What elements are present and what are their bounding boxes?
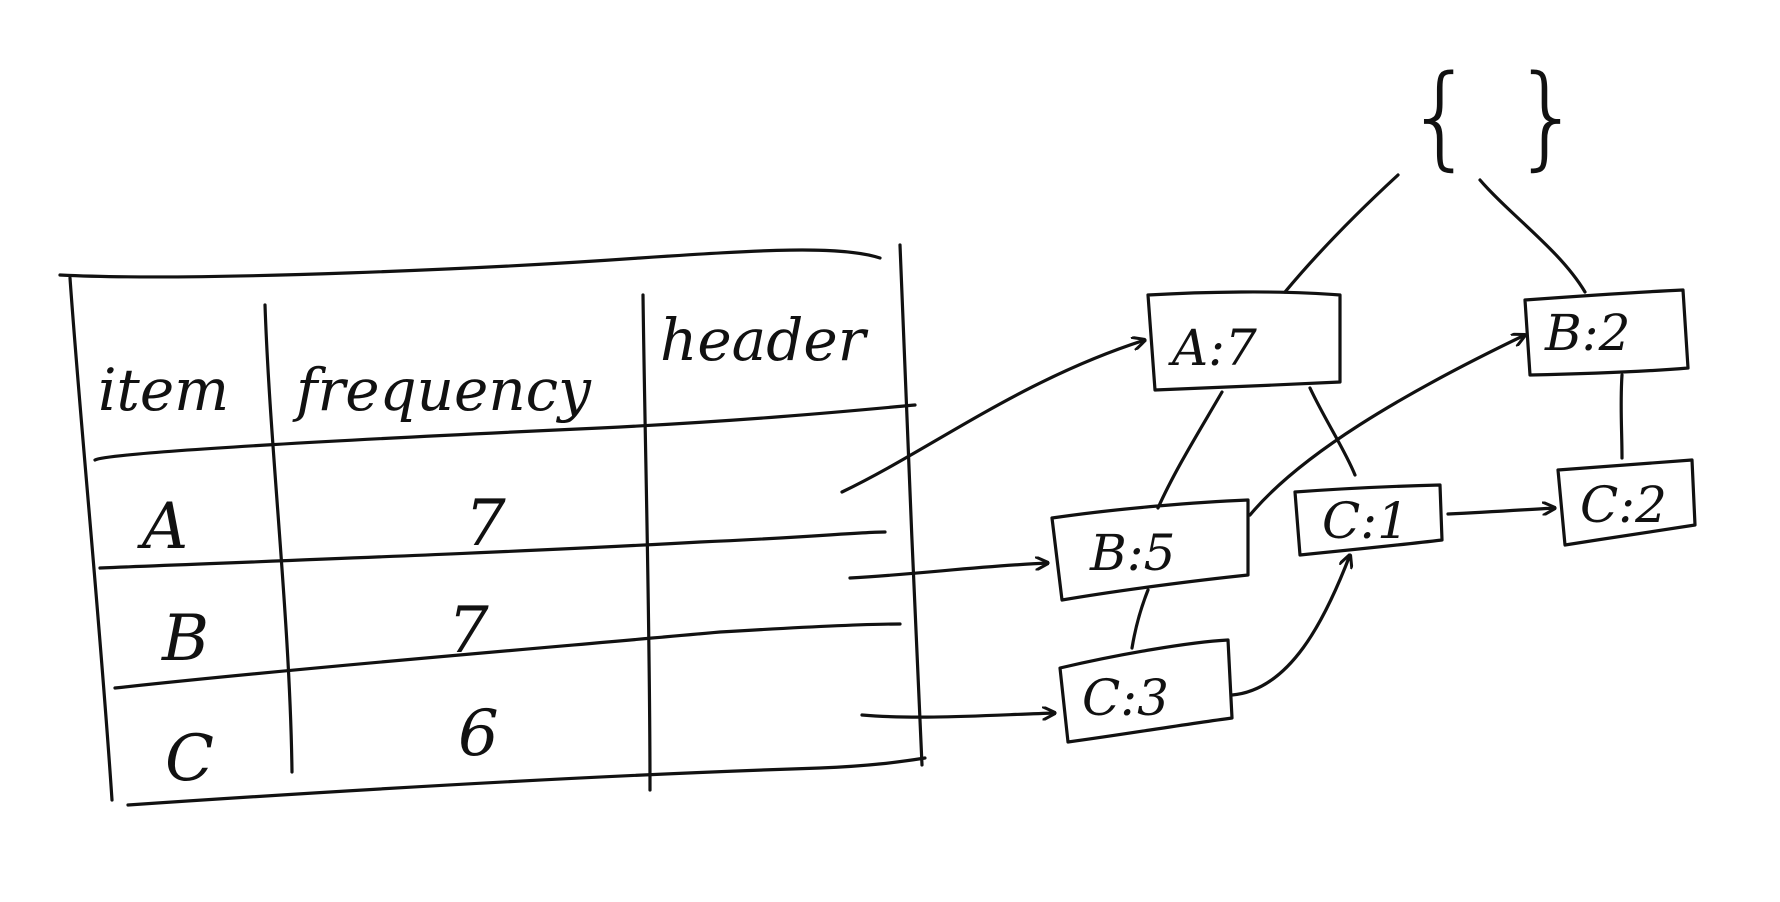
- link-c1-to-c2: [1446, 508, 1557, 514]
- table-border-right: [898, 243, 924, 767]
- fp-tree: { } A:7 B:2 B:5 C:1 C:2 C: [1050, 52, 1697, 744]
- node-a7: A:7: [1146, 290, 1342, 392]
- edge-a7-to-c1: [1308, 386, 1357, 477]
- pointer-a-to-a7: [840, 340, 1145, 494]
- node-c2-label: C:2: [1580, 476, 1667, 534]
- table-column-divider-1: [263, 303, 294, 774]
- node-b5-label: B:5: [1089, 524, 1175, 582]
- table-row-divider-1: [98, 530, 887, 570]
- table-row-divider-2: [113, 622, 902, 690]
- table-cell-item-row3: C: [165, 722, 214, 796]
- node-b2: B:2: [1523, 288, 1690, 377]
- node-c2: C:2: [1556, 458, 1697, 547]
- node-c1: C:1: [1293, 483, 1444, 557]
- column-header-header: header: [660, 306, 869, 374]
- table-cell-frequency-row2: 7: [448, 594, 489, 668]
- edge-root-to-a7: [1283, 173, 1400, 294]
- edge-b2-to-c2: [1619, 373, 1624, 460]
- tree-root: { }: [1405, 52, 1583, 182]
- node-c3-label: C:3: [1082, 669, 1169, 727]
- link-b5-to-b2: [1248, 335, 1525, 517]
- edge-a7-to-b5: [1156, 390, 1224, 510]
- edge-root-to-b2: [1478, 178, 1587, 294]
- table-border-top: [58, 248, 882, 279]
- node-c1-label: C:1: [1322, 492, 1409, 550]
- node-b5: B:5: [1050, 498, 1250, 602]
- pointer-c-to-c3: [860, 713, 1057, 717]
- table-column-divider-2: [641, 293, 652, 792]
- header-table: item frequency header A 7 B 7 C 6: [58, 243, 927, 807]
- pointer-b-to-b5: [848, 563, 1050, 580]
- header-pointers: [840, 340, 1145, 717]
- node-c3: C:3: [1058, 638, 1234, 744]
- column-header-frequency: frequency: [292, 356, 592, 424]
- column-header-item: item: [98, 356, 229, 424]
- table-cell-item-row2: B: [161, 602, 209, 676]
- table-border-left: [68, 276, 114, 802]
- table-cell-frequency-row1: 7: [465, 487, 506, 561]
- table-row-divider-header: [93, 403, 917, 462]
- table-cell-frequency-row3: 6: [458, 697, 499, 771]
- edge-b5-to-c3: [1130, 588, 1150, 650]
- link-c3-to-c1: [1230, 555, 1350, 697]
- table-cell-item-row1: A: [137, 490, 188, 564]
- node-a7-label: A:7: [1168, 319, 1257, 377]
- node-b2-label: B:2: [1544, 304, 1630, 362]
- table-border-bottom: [126, 756, 927, 807]
